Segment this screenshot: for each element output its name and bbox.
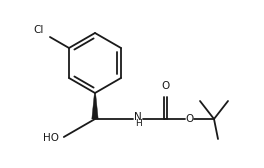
Text: Cl: Cl — [34, 25, 44, 35]
Text: N: N — [134, 113, 142, 122]
Text: HO: HO — [43, 133, 59, 143]
Polygon shape — [92, 93, 98, 119]
Text: O: O — [185, 114, 193, 124]
Text: O: O — [161, 81, 169, 91]
Text: H: H — [135, 119, 142, 129]
